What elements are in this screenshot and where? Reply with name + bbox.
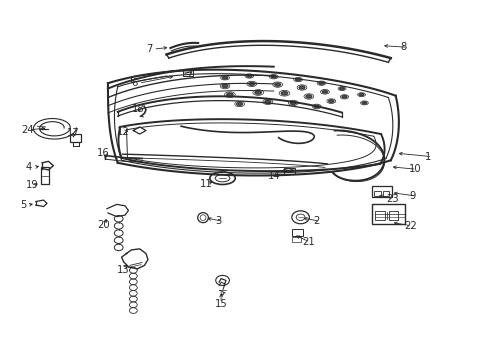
Ellipse shape [362,102,366,104]
Ellipse shape [313,105,319,108]
Text: 4: 4 [26,162,32,172]
Text: 7: 7 [146,44,152,54]
Text: 19: 19 [26,180,39,190]
Ellipse shape [328,100,333,103]
Bar [383,192,388,196]
Text: 22: 22 [404,221,416,231]
Ellipse shape [226,93,233,96]
Ellipse shape [222,85,227,87]
Text: 9: 9 [408,191,415,201]
Ellipse shape [305,95,311,98]
Ellipse shape [248,82,254,86]
Bar [182,70,193,76]
Ellipse shape [341,95,346,98]
Text: 16: 16 [97,148,110,158]
Text: 20: 20 [97,220,110,230]
Text: 24: 24 [21,125,34,135]
Bar [292,237,301,242]
Ellipse shape [318,82,324,85]
Ellipse shape [264,100,270,103]
Bar [388,211,397,220]
Text: 13: 13 [117,265,129,275]
Text: 2: 2 [312,216,319,226]
Ellipse shape [281,91,287,95]
Ellipse shape [322,90,327,93]
Ellipse shape [359,94,363,96]
Text: 15: 15 [214,299,227,309]
Ellipse shape [270,76,276,78]
Text: 17: 17 [66,129,79,138]
Text: 10: 10 [408,164,421,174]
Ellipse shape [246,75,251,77]
Bar [371,204,405,224]
Text: 11: 11 [199,179,212,189]
Ellipse shape [236,102,242,105]
Text: 1: 1 [424,152,430,162]
Text: 5: 5 [20,200,26,210]
Text: 14: 14 [267,171,280,181]
Ellipse shape [274,83,280,86]
Bar [292,229,303,235]
Ellipse shape [295,78,300,81]
Text: 23: 23 [385,194,398,204]
Text: 18: 18 [132,104,144,114]
Ellipse shape [254,91,261,94]
Bar [41,167,49,184]
Ellipse shape [290,101,296,104]
Ellipse shape [339,87,344,90]
Text: 12: 12 [117,127,129,136]
Bar [373,192,380,196]
Text: 21: 21 [302,237,314,247]
Ellipse shape [299,86,305,89]
Text: 8: 8 [400,42,406,52]
Bar [371,186,391,197]
Text: 6: 6 [131,78,138,88]
Bar [70,134,81,142]
Text: 3: 3 [215,216,221,226]
Ellipse shape [222,77,227,79]
Bar [374,211,384,220]
Bar [284,168,295,174]
